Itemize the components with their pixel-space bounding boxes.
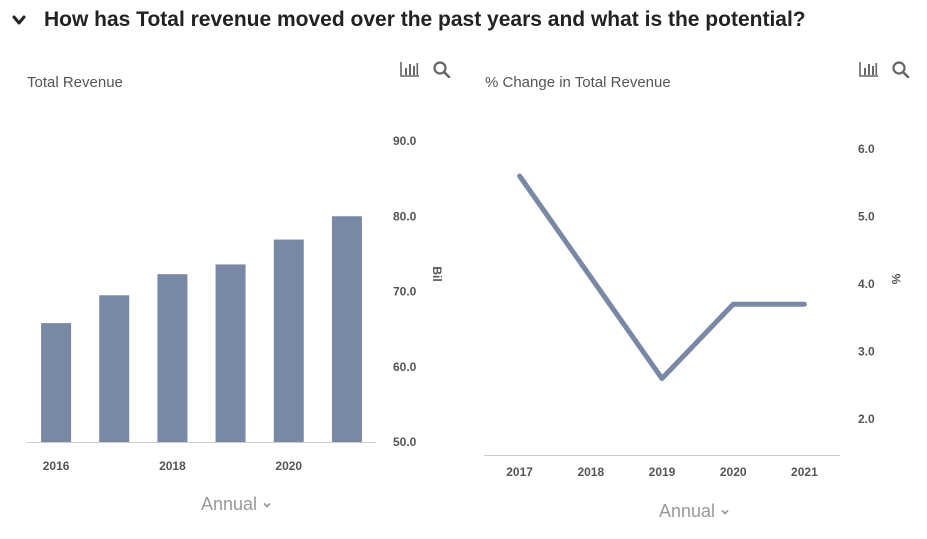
x-tick-label: 2017 (506, 465, 533, 479)
bar (331, 216, 362, 442)
chevron-down-icon (263, 502, 271, 508)
series-line (517, 173, 807, 381)
y-tick-label: 4.0 (858, 277, 875, 291)
search-icon[interactable] (891, 60, 911, 78)
bar (41, 323, 72, 442)
y-tick-label: 80.0 (393, 209, 417, 223)
revenue-change-panel: % Change in Total Revenue 6.0 5.0 4.0 3.0 2.… (460, 55, 927, 539)
bar-chart-icon[interactable] (400, 60, 420, 78)
page-title: How has Total revenue moved over the pas… (44, 8, 806, 31)
line-chart: 6.0 5.0 4.0 3.0 2.0 2017 2018 2019 2020 2021% (484, 142, 903, 479)
y-tick-label: 6.0 (858, 142, 875, 156)
y-tick-label: 2.0 (858, 412, 875, 426)
y-tick-label: 5.0 (858, 210, 875, 224)
data-point (731, 302, 736, 307)
x-tick-label: 2020 (275, 459, 302, 473)
bar-chart-icon[interactable] (859, 60, 879, 78)
bar-chart: 90.0 80.0 70.0 60.0 50.0 2016 2018 2020 Bil (27, 134, 444, 473)
y-tick-label: 3.0 (858, 345, 875, 359)
chart-title: % Change in Total Revenue (485, 74, 671, 91)
x-tick-label: 2018 (159, 459, 186, 473)
bar (273, 239, 304, 442)
x-tick-label: 2021 (791, 465, 818, 479)
period-selector[interactable]: Annual (659, 501, 731, 522)
period-label: Annual (201, 494, 258, 514)
y-axis-unit: % (889, 274, 903, 285)
search-icon[interactable] (432, 60, 452, 78)
bar (157, 274, 188, 442)
chart-title: Total Revenue (27, 74, 123, 91)
data-point (660, 376, 664, 381)
total-revenue-panel: Total Revenue 90.0 80.0 70.0 60.0 50.0 2016 20… (0, 55, 460, 539)
y-axis-unit: Bil (430, 266, 444, 281)
x-tick-label: 2018 (577, 465, 604, 479)
data-point (517, 174, 522, 178)
y-tick-label: 60.0 (393, 360, 417, 374)
chart-tools (400, 60, 452, 78)
data-point (802, 302, 807, 307)
x-tick-label: 2016 (43, 459, 70, 473)
section-header[interactable]: How has Total revenue moved over the pas… (12, 8, 806, 32)
period-label: Annual (659, 501, 716, 521)
bar (99, 295, 130, 442)
x-tick-label: 2020 (720, 465, 747, 479)
bar (215, 264, 246, 442)
chevron-down-icon (721, 509, 729, 515)
chevron-down-icon[interactable] (12, 13, 26, 27)
x-tick-label: 2019 (649, 465, 676, 479)
period-selector[interactable]: Annual (201, 494, 273, 515)
y-tick-label: 50.0 (393, 435, 417, 449)
y-tick-label: 70.0 (393, 285, 417, 299)
data-point (588, 275, 593, 280)
chart-tools (859, 60, 911, 78)
y-tick-label: 90.0 (393, 134, 417, 148)
